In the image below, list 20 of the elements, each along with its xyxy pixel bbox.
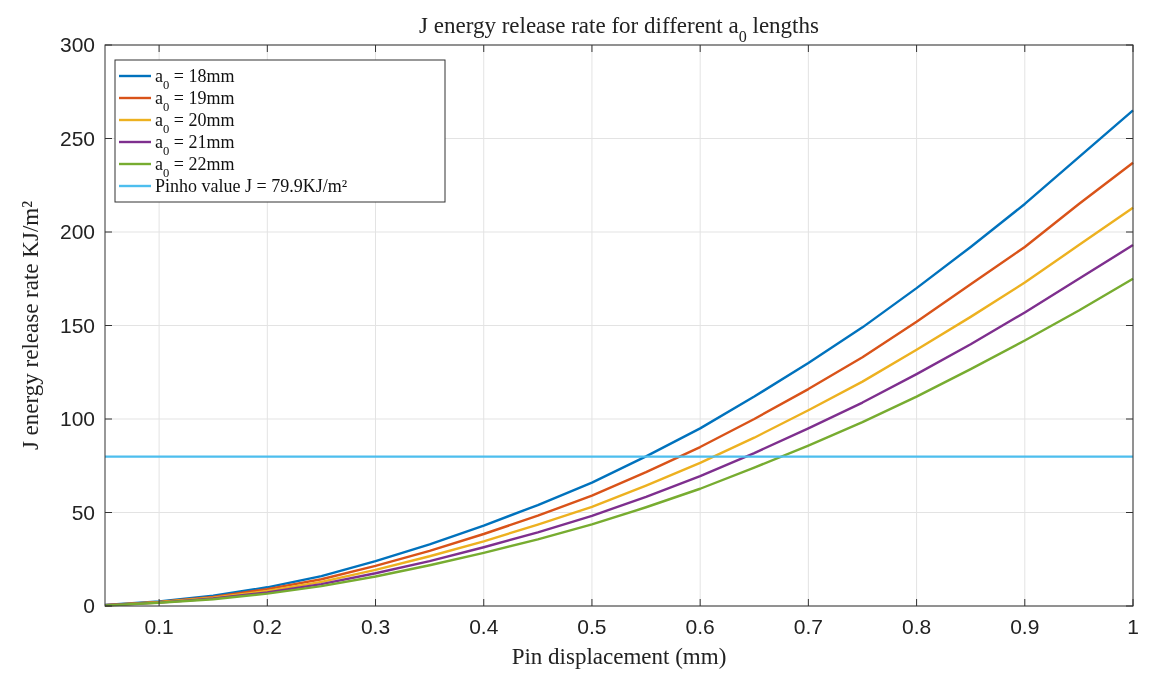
y-tick-label: 150	[59, 313, 95, 337]
y-tick-label: 100	[59, 407, 95, 430]
y-axis-title: J energy release rate KJ/m²	[18, 200, 43, 451]
y-tick-label: 300	[59, 33, 95, 56]
x-tick-label: 0.4	[469, 615, 499, 638]
y-tick-label: 50	[71, 500, 95, 524]
x-axis-title: Pin displacement (mm)	[511, 644, 727, 669]
y-tick-label: 200	[59, 220, 95, 243]
x-tick-label: 0.5	[577, 615, 607, 638]
x-tick-label: 0.8	[901, 615, 932, 638]
y-tick-label: 0	[83, 594, 95, 617]
x-tick-label: 0.2	[252, 615, 282, 638]
x-tick-label: 0.6	[685, 615, 715, 638]
x-tick-label: 0.9	[1010, 615, 1040, 638]
x-tick-label: 0.3	[360, 615, 391, 638]
chart-title: J energy release rate for different a$_{0}$ lengths	[419, 13, 820, 45]
y-tick-label: 250	[59, 126, 95, 150]
x-tick-label: 0.1	[144, 615, 174, 638]
x-tick-label: 1	[1127, 615, 1139, 638]
x-tick-label: 0.7	[793, 615, 823, 638]
